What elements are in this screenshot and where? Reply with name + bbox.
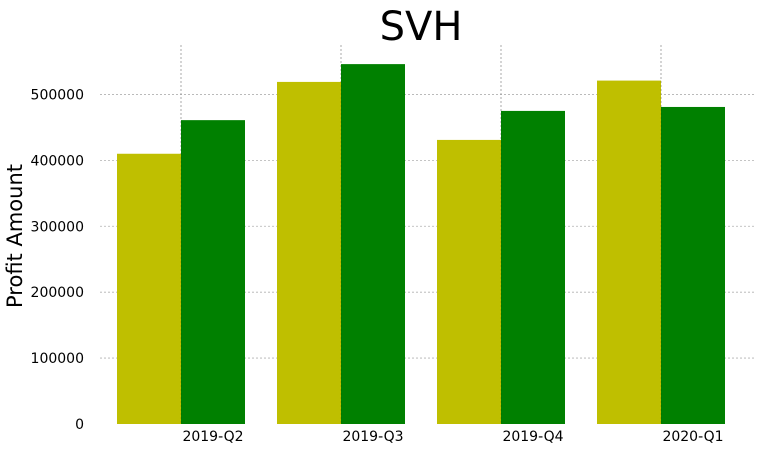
bar [341, 64, 405, 425]
y-tick-label: 300000 [31, 219, 84, 235]
bar [437, 139, 501, 424]
x-tick-label: 2019-Q4 [502, 429, 563, 445]
tick-labels: 0 100000 200000 300000 400000 500000 2019-Q2 20… [31, 87, 724, 445]
y-tick-label: 400000 [31, 153, 84, 169]
x-tick-label: 2019-Q2 [182, 429, 243, 445]
bar [597, 80, 661, 424]
bar [661, 106, 725, 425]
y-tick-label: 100000 [31, 351, 84, 367]
x-tick-label: 2020-Q1 [662, 429, 723, 445]
bar [181, 120, 245, 424]
chart-title: SVH [380, 4, 463, 50]
bar [277, 81, 341, 424]
bar [117, 153, 181, 424]
y-tick-label: 500000 [31, 87, 84, 103]
bar [501, 110, 565, 425]
y-axis-label: Profit Amount [3, 164, 27, 308]
bars [117, 45, 725, 425]
y-tick-label: 0 [75, 417, 84, 433]
y-tick-label: 200000 [31, 285, 84, 301]
x-tick-label: 2019-Q3 [342, 429, 403, 445]
